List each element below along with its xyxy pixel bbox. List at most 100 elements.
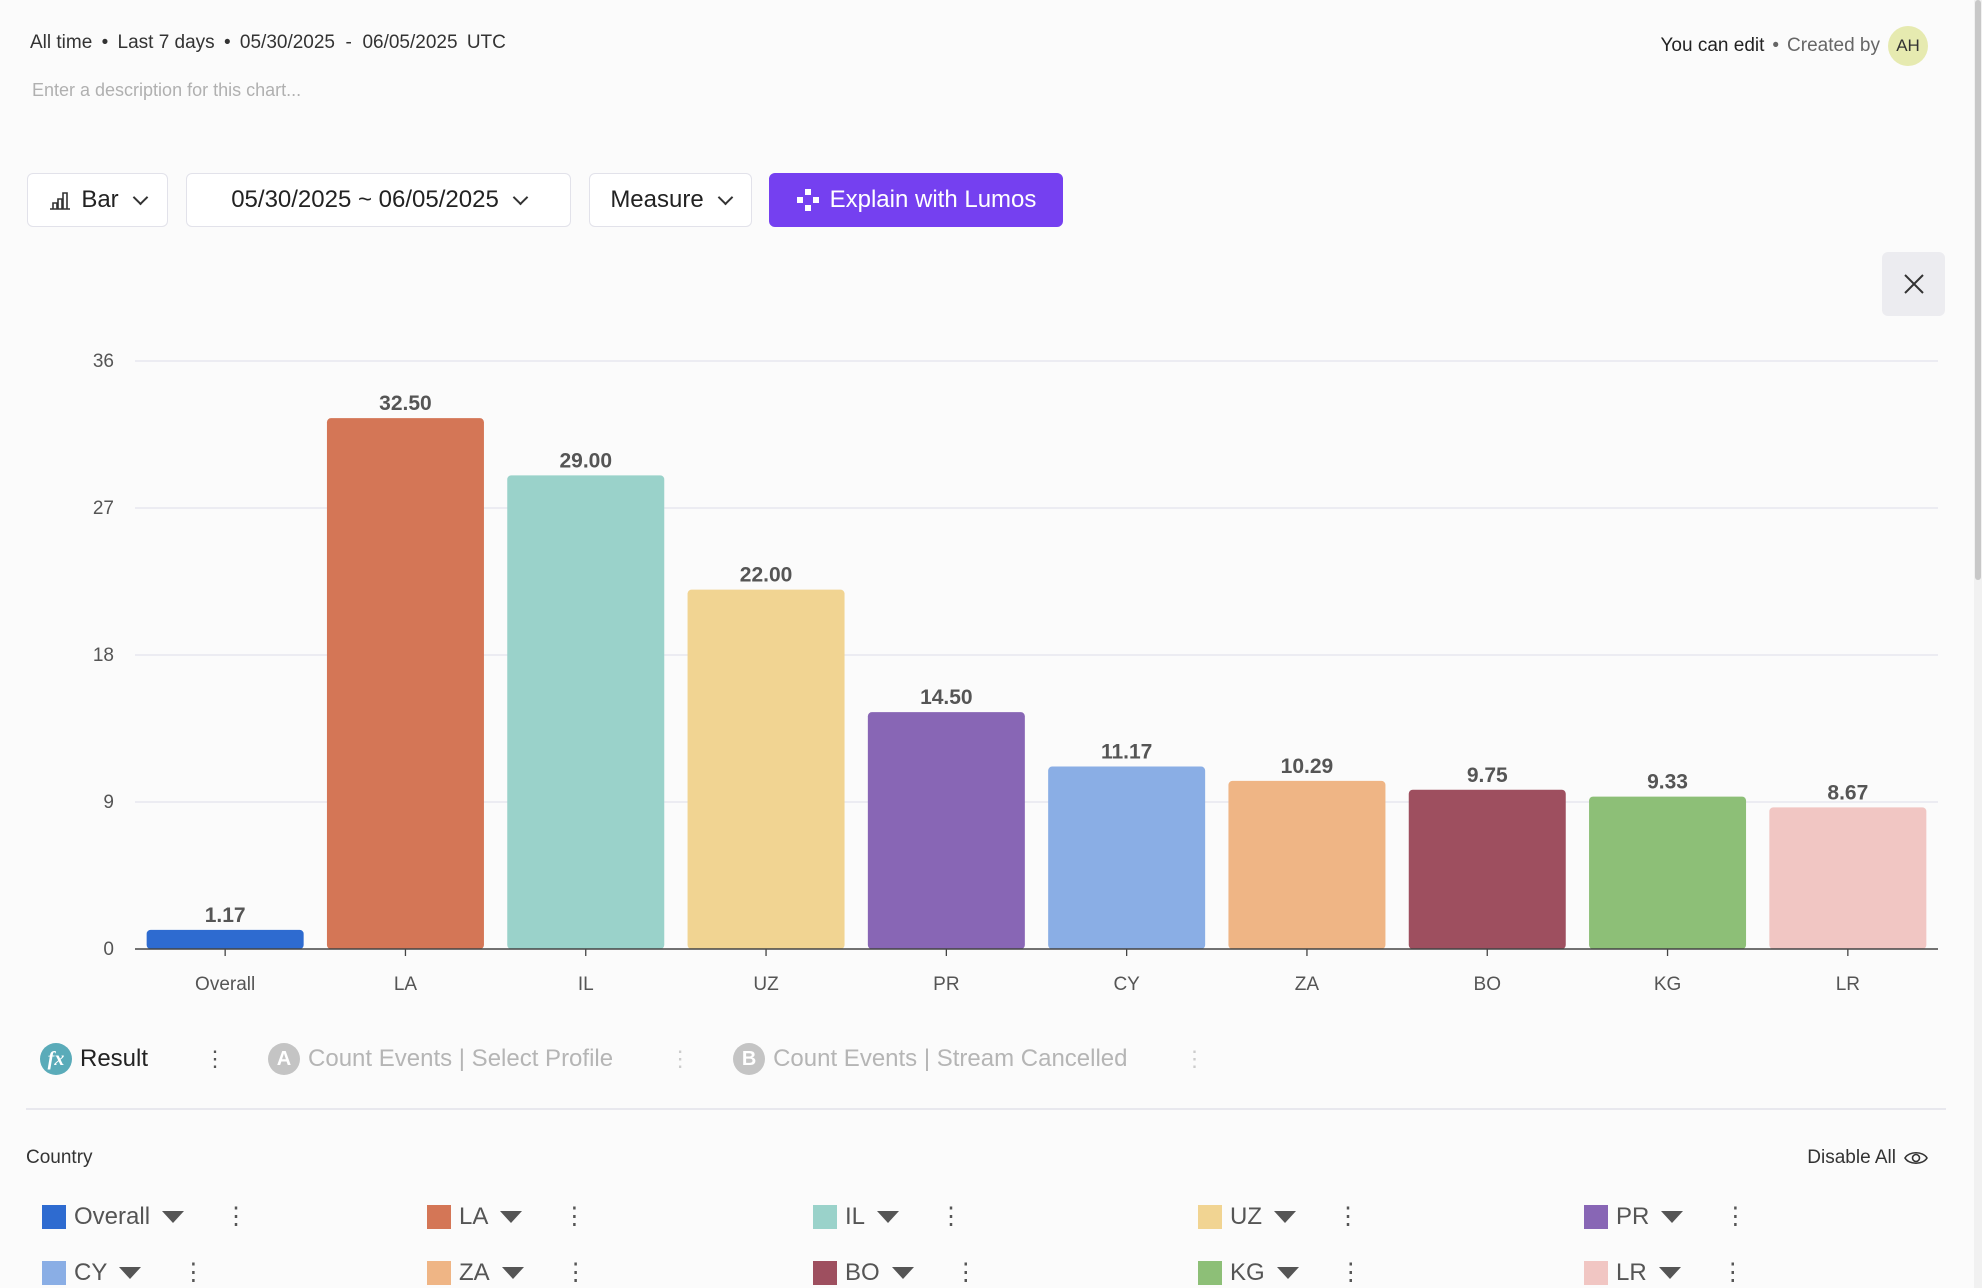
- more-options-icon[interactable]: ⋮: [669, 1046, 692, 1071]
- separator: •: [1772, 35, 1780, 56]
- y-tick-label: 9: [103, 792, 114, 813]
- date-range-dropdown[interactable]: 05/30/2025 ~ 06/05/2025: [186, 173, 571, 227]
- x-tick-label: PR: [933, 974, 959, 995]
- range-all-label: All time: [30, 32, 93, 53]
- more-options-icon[interactable]: ⋮: [1723, 1203, 1748, 1230]
- query-badge-icon: A: [268, 1043, 301, 1075]
- bar-chart-icon: [50, 192, 71, 210]
- more-options-icon[interactable]: ⋮: [204, 1046, 227, 1071]
- scrollbar[interactable]: [1974, 0, 1982, 1288]
- more-options-icon[interactable]: ⋮: [1336, 1203, 1360, 1230]
- query-item[interactable]: A Count Events | Select Profile: [268, 1043, 613, 1075]
- legend-swatch: [1584, 1260, 1608, 1285]
- more-options-icon[interactable]: ⋮: [1183, 1046, 1206, 1071]
- legend-swatch: [813, 1260, 837, 1285]
- disable-all-button[interactable]: Disable All: [1807, 1147, 1928, 1169]
- legend-label: LR: [1616, 1258, 1647, 1286]
- lumos-sparkle-icon: [796, 189, 819, 211]
- x-tick-label: IL: [578, 974, 594, 995]
- caret-down-icon[interactable]: [877, 1210, 900, 1223]
- legend-swatch: [42, 1260, 66, 1285]
- bar: [1408, 789, 1566, 949]
- caret-down-icon[interactable]: [1276, 1266, 1299, 1279]
- more-options-icon[interactable]: ⋮: [953, 1259, 978, 1286]
- more-options-icon[interactable]: ⋮: [563, 1259, 588, 1286]
- query-label: Result: [80, 1045, 149, 1072]
- legend-item[interactable]: CY ⋮: [42, 1258, 205, 1287]
- data-label: 14.50: [920, 686, 973, 709]
- data-label: 8.67: [1827, 781, 1868, 804]
- legend-swatch: [1584, 1204, 1608, 1229]
- legend-label: IL: [845, 1202, 866, 1230]
- divider: [26, 1108, 1946, 1110]
- query-badge-icon: B: [733, 1043, 766, 1075]
- legend-item[interactable]: Overall ⋮: [42, 1202, 248, 1231]
- date-range-label: 05/30/2025 ~ 06/05/2025: [231, 186, 499, 213]
- legend-item[interactable]: PR ⋮: [1584, 1202, 1747, 1231]
- legend-item[interactable]: UZ ⋮: [1198, 1202, 1360, 1231]
- scrollbar-thumb[interactable]: [1975, 0, 1981, 580]
- chart-type-label: Bar: [81, 186, 119, 213]
- chart-type-dropdown[interactable]: Bar: [27, 173, 168, 227]
- legend-label: CY: [74, 1258, 108, 1286]
- more-options-icon[interactable]: ⋮: [181, 1259, 206, 1286]
- legend-label: PR: [1616, 1202, 1650, 1230]
- explain-with-lumos-button[interactable]: Explain with Lumos: [769, 173, 1063, 227]
- more-options-icon[interactable]: ⋮: [1720, 1259, 1745, 1286]
- bar: [1228, 780, 1386, 949]
- legend-item[interactable]: KG ⋮: [1198, 1258, 1363, 1287]
- bar: [1048, 766, 1206, 949]
- measure-dropdown[interactable]: Measure: [589, 173, 752, 227]
- legend-item[interactable]: BO ⋮: [813, 1258, 978, 1287]
- caret-down-icon[interactable]: [162, 1210, 185, 1223]
- legend-label: KG: [1230, 1258, 1265, 1286]
- data-label: 29.00: [559, 449, 612, 472]
- bar-chart: 0 9 18 27 36 1.17 Overall 32.50 LA 29.00 IL 22.00 UZ…: [93, 351, 1938, 995]
- caret-down-icon[interactable]: [500, 1210, 523, 1223]
- caret-down-icon[interactable]: [119, 1266, 142, 1279]
- bar: [1589, 796, 1747, 949]
- bar: [326, 418, 484, 950]
- x-tick-label: LA: [394, 974, 418, 995]
- legend-item[interactable]: ZA ⋮: [427, 1258, 588, 1287]
- legend-item[interactable]: LA ⋮: [427, 1202, 586, 1231]
- legend-group-title: Country: [26, 1147, 93, 1168]
- y-tick-label: 18: [93, 645, 114, 666]
- chevron-down-icon: [512, 189, 529, 205]
- legend-item[interactable]: IL ⋮: [813, 1202, 963, 1231]
- x-tick-label: KG: [1654, 974, 1681, 995]
- query-item[interactable]: fx Result: [40, 1043, 148, 1075]
- bar: [687, 589, 845, 949]
- more-options-icon[interactable]: ⋮: [224, 1203, 249, 1230]
- more-options-icon[interactable]: ⋮: [1338, 1259, 1363, 1286]
- description-input[interactable]: Enter a description for this chart...: [32, 80, 302, 100]
- permission-label: You can edit: [1660, 35, 1765, 56]
- caret-down-icon[interactable]: [1658, 1266, 1681, 1279]
- legend-swatch: [427, 1260, 451, 1285]
- legend-swatch: [1198, 1204, 1222, 1229]
- x-tick-label: LR: [1836, 974, 1860, 995]
- close-button[interactable]: [1882, 252, 1945, 316]
- caret-down-icon[interactable]: [891, 1266, 914, 1279]
- legend-swatch: [813, 1204, 837, 1229]
- legend-item[interactable]: LR ⋮: [1584, 1258, 1745, 1287]
- caret-down-icon[interactable]: [501, 1266, 524, 1279]
- bar: [146, 929, 304, 949]
- caret-down-icon[interactable]: [1661, 1210, 1684, 1223]
- lumos-label: Explain with Lumos: [829, 186, 1037, 213]
- avatar[interactable]: AH: [1888, 26, 1928, 66]
- eye-icon: [1904, 1151, 1928, 1165]
- y-tick-label: 0: [103, 939, 114, 960]
- caret-down-icon[interactable]: [1274, 1210, 1296, 1223]
- data-label: 22.00: [740, 564, 793, 587]
- date-range-summary: All time • Last 7 days • 05/30/2025 - 06…: [30, 32, 510, 54]
- more-options-icon[interactable]: ⋮: [562, 1203, 587, 1230]
- more-options-icon[interactable]: ⋮: [939, 1203, 964, 1230]
- legend-label: BO: [845, 1258, 880, 1286]
- y-tick-label: 36: [93, 351, 114, 372]
- range-preset-label: Last 7 days: [117, 32, 215, 53]
- query-item[interactable]: B Count Events | Stream Cancelled: [733, 1043, 1128, 1075]
- chevron-down-icon: [132, 189, 148, 205]
- separator: •: [223, 32, 231, 53]
- created-by-label: Created by: [1787, 35, 1880, 56]
